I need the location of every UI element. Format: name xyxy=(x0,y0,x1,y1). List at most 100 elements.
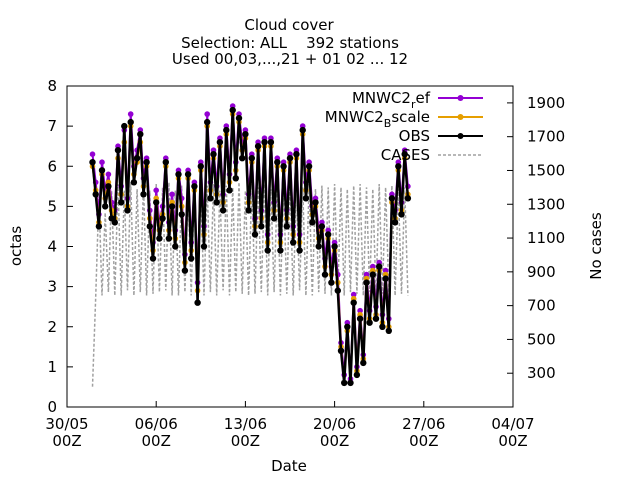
y2-tick-label: 1900 xyxy=(527,94,565,112)
axis-ticks: 0 1 2 3 4 5 6 7 8 300 500 700 900 1100 1300 1500 1700 190… xyxy=(45,77,565,450)
data-point xyxy=(353,371,361,379)
data-point xyxy=(283,223,290,230)
x-tick-label-date: 13/06 xyxy=(224,415,267,433)
data-point xyxy=(245,207,252,214)
y-tick-label: 0 xyxy=(47,398,57,416)
chart-title: Cloud cover xyxy=(244,16,334,34)
data-point xyxy=(210,151,217,158)
data-point xyxy=(105,183,112,190)
chart-subtitle-line-2: Used 00,03,...,21 + 01 02 ... 12 xyxy=(172,50,408,68)
data-point xyxy=(143,159,150,166)
series-cases xyxy=(91,182,409,387)
y2-axis-label: No cases xyxy=(587,212,605,280)
data-point xyxy=(118,199,125,206)
data-point xyxy=(270,215,278,222)
data-point xyxy=(350,291,357,298)
data-point xyxy=(156,235,163,242)
data-point xyxy=(181,267,189,274)
plot-border xyxy=(66,85,514,408)
data-point xyxy=(223,126,230,134)
data-point xyxy=(133,155,141,162)
data-point xyxy=(137,131,144,138)
data-point xyxy=(318,223,326,230)
data-point xyxy=(395,163,402,170)
data-point xyxy=(293,151,300,158)
legend-marker xyxy=(457,133,464,139)
data-point xyxy=(360,359,367,367)
data-point xyxy=(200,243,208,250)
data-point xyxy=(102,203,109,210)
data-point xyxy=(385,327,392,334)
data-point xyxy=(248,155,255,162)
data-point xyxy=(226,187,233,194)
data-point xyxy=(95,223,103,230)
data-point xyxy=(369,271,376,278)
data-point xyxy=(99,159,105,165)
data-point xyxy=(376,263,383,270)
y-tick-label: 7 xyxy=(47,117,57,135)
legend-label: CASES xyxy=(381,146,430,164)
data-point xyxy=(229,106,236,114)
y-tick-label: 5 xyxy=(47,197,57,215)
y-tick-label: 3 xyxy=(47,278,57,296)
data-point xyxy=(261,139,268,146)
data-point xyxy=(121,122,128,130)
x-tick-label-time: 00Z xyxy=(142,432,171,450)
data-point xyxy=(89,151,96,157)
data-point xyxy=(382,267,389,274)
data-point xyxy=(296,247,303,254)
x-tick-label-time: 00Z xyxy=(52,432,81,450)
data-point xyxy=(191,183,198,190)
data-point xyxy=(127,111,134,117)
data-point xyxy=(350,299,357,306)
data-point xyxy=(264,247,271,254)
data-point xyxy=(111,219,119,226)
data-point xyxy=(153,199,160,206)
data-point xyxy=(299,126,306,134)
y2-tick-label: 500 xyxy=(527,330,556,348)
y-tick-label: 1 xyxy=(47,358,57,376)
data-point xyxy=(98,167,106,174)
data-point xyxy=(379,323,386,330)
data-point xyxy=(391,219,399,226)
data-point xyxy=(184,171,192,178)
data-point xyxy=(309,219,316,226)
data-point xyxy=(366,319,373,326)
data-point xyxy=(337,347,345,354)
data-point xyxy=(325,231,332,238)
legend-marker xyxy=(457,114,464,120)
data-point xyxy=(219,207,227,214)
data-point xyxy=(242,131,249,138)
data-point xyxy=(175,171,182,178)
data-point xyxy=(370,263,376,270)
data-point xyxy=(305,163,313,170)
y2-tick-label: 900 xyxy=(527,263,556,281)
data-point xyxy=(216,139,224,146)
data-point xyxy=(312,199,319,206)
data-point xyxy=(168,203,176,210)
x-tick-label-date: 04/07 xyxy=(491,415,534,433)
data-point xyxy=(344,323,351,330)
data-point xyxy=(162,159,169,166)
data-point xyxy=(130,179,138,186)
x-tick-label-date: 20/06 xyxy=(313,415,356,433)
data-point xyxy=(372,315,380,322)
data-point xyxy=(315,243,322,250)
y-tick-label: 4 xyxy=(47,238,57,256)
y2-tick-label: 1500 xyxy=(527,161,565,179)
data-point xyxy=(146,223,153,230)
data-point xyxy=(277,247,284,254)
data-point xyxy=(286,155,294,162)
x-tick-label-date: 06/06 xyxy=(135,415,178,433)
y-tick-label: 8 xyxy=(47,77,57,95)
data-point xyxy=(140,191,147,198)
data-point xyxy=(356,315,364,322)
data-point xyxy=(105,171,112,178)
data-point xyxy=(290,239,297,246)
series-layer xyxy=(89,103,412,387)
data-point xyxy=(124,207,131,214)
legend-label: OBS xyxy=(399,127,430,145)
y-axis-label: octas xyxy=(7,226,25,266)
